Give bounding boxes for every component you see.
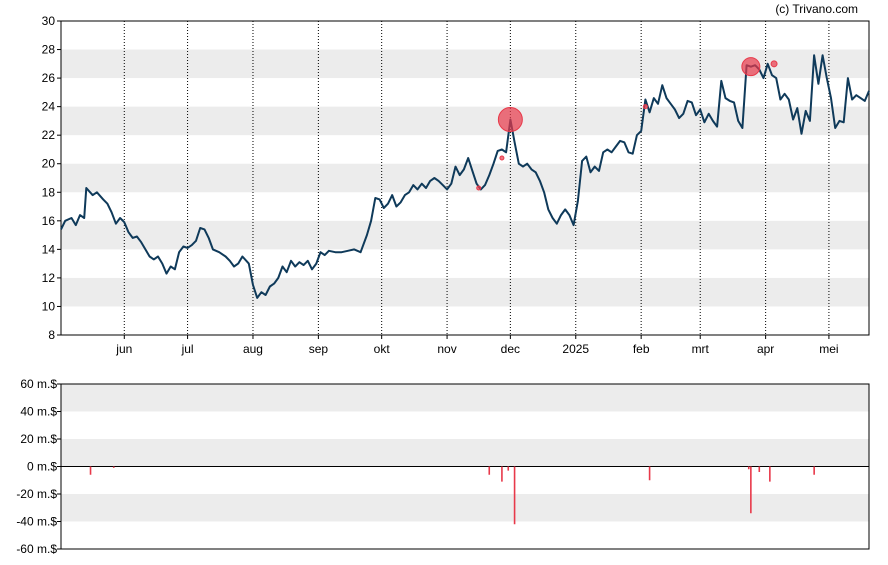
- grid-band: [61, 220, 869, 250]
- event-marker: [741, 57, 761, 77]
- price-panel: 8 10 12 14 16 18 20 22 24 26 28 30 jun jul aug sep okt no…: [42, 14, 870, 356]
- volume-bar: [648, 466, 651, 481]
- credit-label: (c) Trivano.com: [775, 2, 858, 16]
- y-tick-label: 20 m.$: [20, 432, 57, 446]
- x-tick-label: dec: [501, 342, 520, 356]
- y-tick-label: 8: [48, 328, 55, 342]
- volume-bar: [513, 466, 516, 525]
- y-tick-label: 12: [42, 271, 56, 285]
- volume-bar: [89, 466, 92, 475]
- y-tick-label: 60 m.$: [20, 377, 57, 391]
- y-tick-label: 0 m.$: [27, 460, 57, 474]
- event-marker: [499, 155, 505, 161]
- y-tick-label: 20: [42, 157, 56, 171]
- x-tick-label: mei: [819, 342, 838, 356]
- y-tick-label: 10: [42, 299, 56, 313]
- x-tick-label: jun: [115, 342, 132, 356]
- volume-bar: [769, 466, 771, 482]
- y-tick-label: 26: [42, 71, 56, 85]
- x-tick-label: 2025: [562, 342, 589, 356]
- x-tick-label: jul: [181, 342, 194, 356]
- y-tick-label: 40 m.$: [20, 405, 57, 419]
- volume-bar: [758, 466, 761, 472]
- grid-band: [61, 384, 869, 412]
- event-marker: [770, 60, 778, 68]
- price-frame: [60, 20, 870, 336]
- price-line: [60, 54, 870, 299]
- y-tick-label: -20 m.$: [16, 487, 57, 501]
- volume-bar: [750, 466, 752, 514]
- y-tick-label: -40 m.$: [16, 515, 57, 529]
- x-tick-label: nov: [437, 342, 456, 356]
- x-tick-label: okt: [374, 342, 391, 356]
- event-marker: [642, 104, 648, 110]
- y-tick-label: -60 m.$: [16, 542, 57, 556]
- event-marker: [497, 106, 523, 132]
- volume-bar: [813, 466, 815, 475]
- y-tick-label: 14: [42, 242, 56, 256]
- volume-bar: [507, 466, 510, 471]
- grid-band: [61, 106, 869, 136]
- y-tick-label: 24: [42, 100, 56, 114]
- grid-band: [61, 439, 869, 467]
- grid-band: [61, 494, 869, 522]
- x-tick-label: mrt: [692, 342, 710, 356]
- grid-band: [61, 49, 869, 79]
- y-tick-label: 16: [42, 214, 56, 228]
- y-tick-label: 30: [42, 14, 56, 28]
- volume-bar: [488, 466, 491, 475]
- volume-bar: [501, 466, 503, 482]
- grid-band: [61, 277, 869, 307]
- x-tick-label: apr: [757, 342, 774, 356]
- x-tick-label: sep: [309, 342, 329, 356]
- volume-panel: 60 m.$ 40 m.$ 20 m.$ 0 m.$ -20 m.$ -40 m.$ -60…: [16, 377, 870, 556]
- y-tick-label: 18: [42, 185, 56, 199]
- y-tick-label: 28: [42, 43, 56, 57]
- volume-bar: [747, 466, 750, 470]
- event-marker: [476, 185, 482, 191]
- volume-bar: [112, 466, 115, 468]
- x-tick-label: feb: [633, 342, 650, 356]
- y-tick-label: 22: [42, 128, 56, 142]
- x-tick-label: aug: [243, 342, 263, 356]
